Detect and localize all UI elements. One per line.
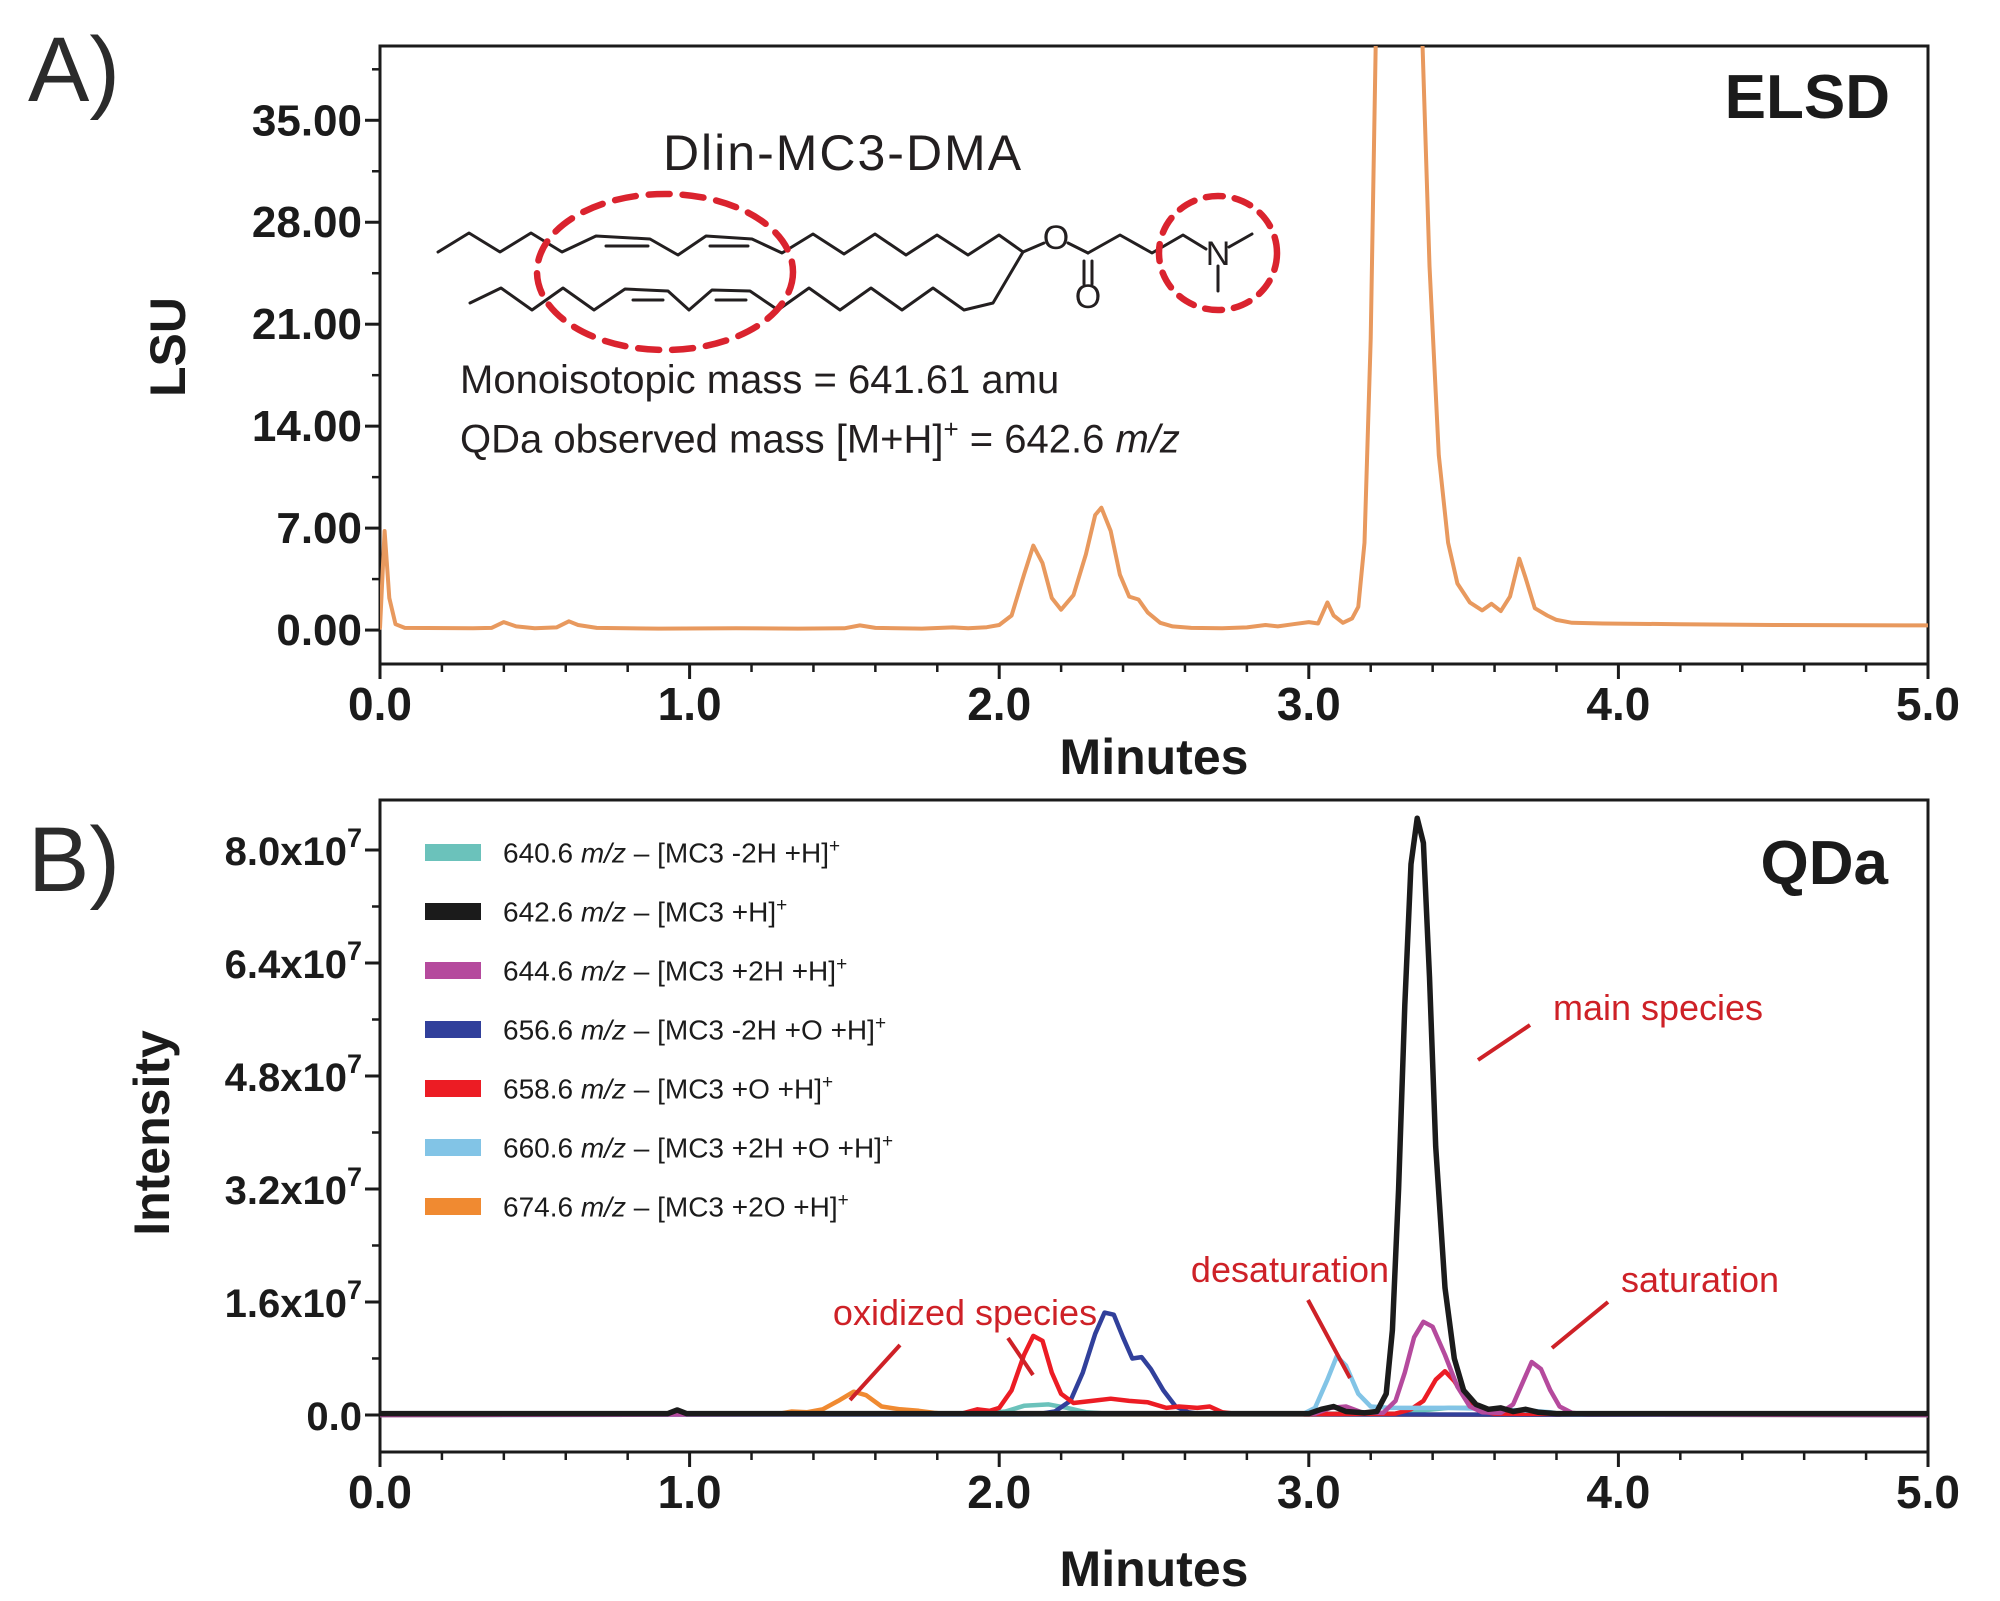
qda-plot-frame: [378, 798, 1930, 1454]
legend-item-642.6: 642.6 m/z – [MC3 +H]+: [425, 882, 893, 941]
x-tick-label: 0.0: [348, 678, 412, 730]
qda-chromatogram: 0.0 1.0 2.0 3.0 4.0 5.0 0.0 1.6x107 3.2x107 4.8x1…: [225, 798, 1960, 1518]
legend-swatch-656.6: [425, 1021, 481, 1038]
legend-label-644.6: 644.6 m/z – [MC3 +2H +H]+: [503, 953, 848, 987]
qda-y-axis-title: Intensity: [124, 1030, 180, 1236]
x-tick-label: 1.0: [658, 1466, 722, 1518]
trace-ELSD: [380, 46, 1928, 631]
annotation-main-species: main species: [1552, 987, 1764, 1028]
y-tick-label: 0.0: [306, 1395, 362, 1439]
annotation-leader-line: [848, 1343, 902, 1402]
legend-label-658.6: 658.6 m/z – [MC3 +O +H]+: [503, 1071, 834, 1105]
legend-item-644.6: 644.6 m/z – [MC3 +2H +H]+: [425, 941, 893, 1000]
elsd-trace-area: [380, 46, 1928, 631]
amine-nitrogen-label: N: [1206, 235, 1231, 273]
x-tick-label: 2.0: [967, 678, 1031, 730]
elsd-y-axis-title: LSU: [140, 297, 196, 397]
elsd-plot-frame: [378, 44, 1930, 666]
panel-b-label: B): [28, 809, 120, 911]
n-methyl-bond: [1227, 232, 1254, 249]
unsaturation-highlight-ellipse: [533, 190, 797, 354]
legend-label-674.6: 674.6 m/z – [MC3 +2O +H]+: [503, 1189, 849, 1223]
molecule-structure: O O N: [436, 190, 1281, 354]
annotation-leader-line: [1476, 1023, 1532, 1062]
lipid-chain-top: [436, 231, 1025, 257]
legend-swatch-660.6: [425, 1139, 481, 1156]
panel-a-label: A): [28, 19, 120, 121]
ester-oxygen-label: O: [1043, 219, 1069, 257]
y-tick-label: 6.4x107: [225, 936, 362, 987]
y-tick-label: 21.00: [252, 300, 362, 349]
y-tick-label: 3.2x107: [225, 1162, 362, 1213]
elsd-x-axis-title: Minutes: [1059, 729, 1249, 785]
legend-label-656.6: 656.6 m/z – [MC3 -2H +O +H]+: [503, 1012, 887, 1046]
bond: [1066, 241, 1090, 255]
legend-swatch-658.6: [425, 1080, 481, 1097]
elsd-detector-label: ELSD: [1724, 63, 1890, 132]
carbonyl-oxygen-label: O: [1075, 278, 1101, 316]
elsd-chromatogram: 0.0 1.0 2.0 3.0 4.0 5.0 0.00 7.00 14.00 21.00 28.0…: [252, 44, 1960, 730]
mass-annotation: Monoisotopic mass = 641.61 amu QDa obser…: [460, 356, 1180, 464]
x-tick-label: 3.0: [1277, 678, 1341, 730]
trace-642.6: [380, 815, 1928, 1417]
amine-highlight-circle: [1155, 192, 1281, 314]
qda-trace-area: [380, 815, 1928, 1418]
legend-item-640.6: 640.6 m/z – [MC3 -2H +H]+: [425, 823, 893, 882]
legend-item-656.6: 656.6 m/z – [MC3 -2H +O +H]+: [425, 1000, 893, 1059]
trace-656.6: [380, 1310, 1928, 1418]
qda-legend: 640.6 m/z – [MC3 -2H +H]+ 642.6 m/z – [MC…: [425, 823, 893, 1236]
trace-658.6: [380, 1333, 1928, 1418]
molecule-title: Dlin-MC3-DMA: [662, 125, 1024, 181]
y-tick-label: 7.00: [276, 504, 362, 553]
linker-chain: [1086, 233, 1208, 255]
x-tick-label: 5.0: [1896, 1466, 1960, 1518]
annotation-leader-line: [1006, 1336, 1035, 1377]
y-tick-label: 1.6x107: [225, 1275, 362, 1326]
legend-label-640.6: 640.6 m/z – [MC3 -2H +H]+: [503, 835, 841, 869]
qda-detector-label: QDa: [1760, 829, 1888, 898]
x-tick-label: 0.0: [348, 1466, 412, 1518]
lipid-chain-bottom: [468, 250, 1025, 312]
legend-swatch-640.6: [425, 844, 481, 861]
legend-item-658.6: 658.6 m/z – [MC3 +O +H]+: [425, 1059, 893, 1118]
x-tick-label: 4.0: [1586, 1466, 1650, 1518]
x-tick-label: 5.0: [1896, 678, 1960, 730]
x-tick-label: 1.0: [658, 678, 722, 730]
y-tick-label: 14.00: [252, 402, 362, 451]
legend-swatch-674.6: [425, 1198, 481, 1215]
legend-swatch-642.6: [425, 903, 481, 920]
y-tick-label: 8.0x107: [225, 823, 362, 874]
annotation-saturation: saturation: [1620, 1259, 1780, 1300]
observed-mass-line: QDa observed mass [M+H]+ = 642.6 m/z: [460, 414, 1180, 462]
x-tick-label: 4.0: [1586, 678, 1650, 730]
legend-label-660.6: 660.6 m/z – [MC3 +2H +O +H]+: [503, 1130, 894, 1164]
x-tick-label: 3.0: [1277, 1466, 1341, 1518]
annotation-oxidized-species: oxidized species: [832, 1292, 1098, 1333]
legend-label-642.6: 642.6 m/z – [MC3 +H]+: [503, 894, 788, 928]
trace-644.6: [380, 1319, 1928, 1418]
monoisotopic-mass-line: Monoisotopic mass = 641.61 amu: [460, 358, 1060, 402]
annotation-desaturation: desaturation: [1190, 1249, 1390, 1290]
bond: [1021, 241, 1046, 254]
y-tick-label: 28.00: [252, 198, 362, 247]
x-tick-label: 2.0: [967, 1466, 1031, 1518]
legend-swatch-644.6: [425, 962, 481, 979]
legend-item-660.6: 660.6 m/z – [MC3 +2H +O +H]+: [425, 1118, 893, 1177]
legend-item-674.6: 674.6 m/z – [MC3 +2O +H]+: [425, 1177, 893, 1236]
y-tick-label: 4.8x107: [225, 1049, 362, 1100]
qda-x-axis-title: Minutes: [1059, 1541, 1249, 1597]
y-tick-label: 0.00: [276, 606, 362, 655]
annotation-leader-line: [1550, 1300, 1610, 1350]
y-tick-label: 35.00: [252, 96, 362, 145]
annotation-leader-line: [1306, 1299, 1352, 1379]
